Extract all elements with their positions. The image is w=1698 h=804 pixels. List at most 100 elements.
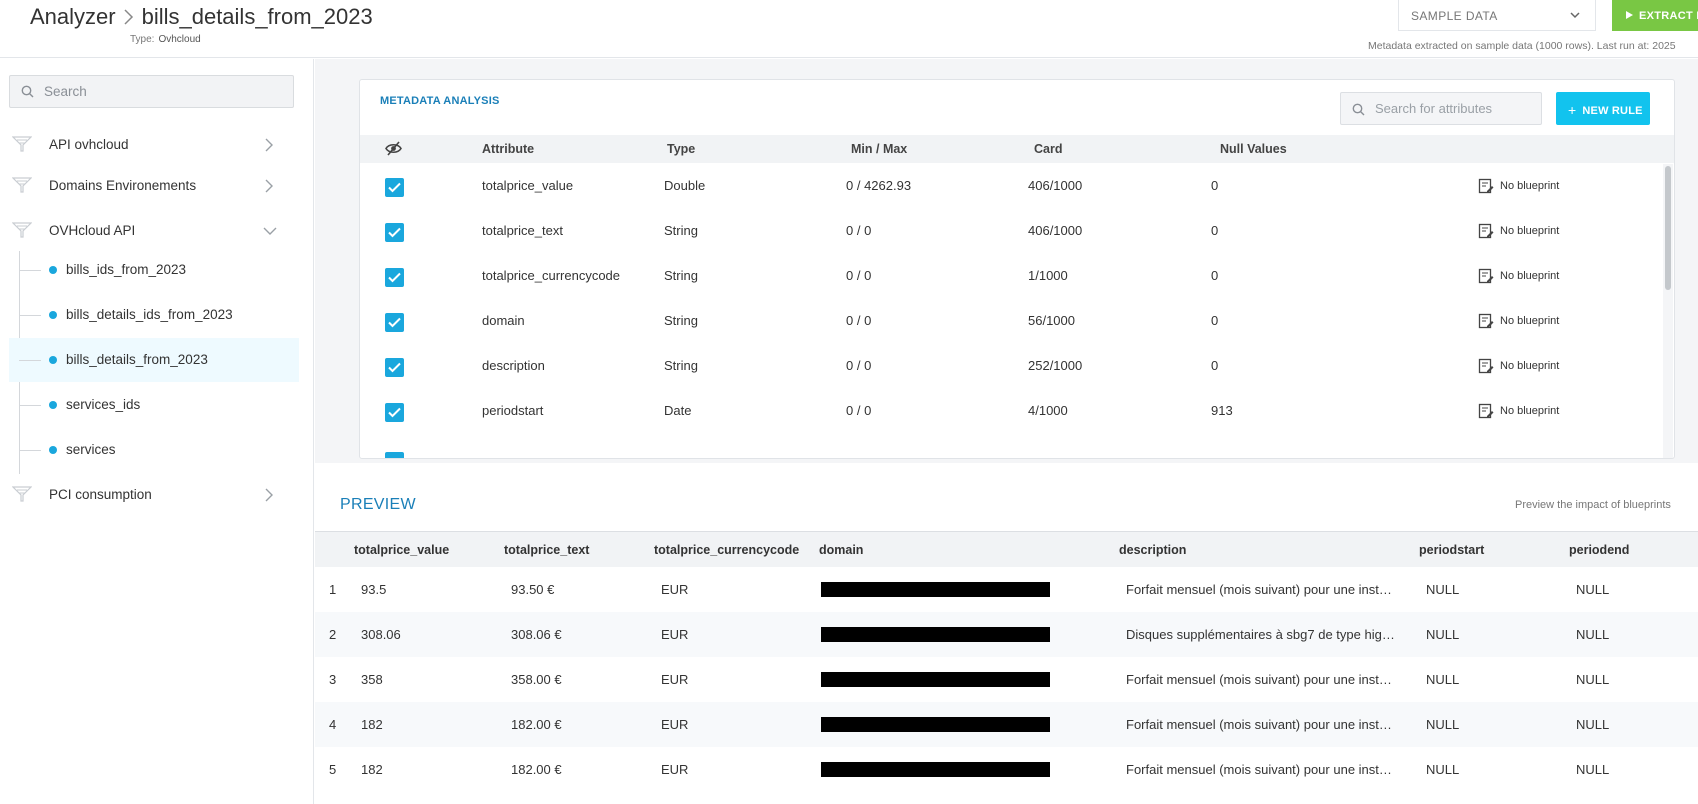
column-header-attribute[interactable]: Attribute [482, 142, 535, 156]
status-dot [49, 356, 57, 364]
blueprint-link[interactable]: No blueprint [1478, 403, 1559, 419]
attribute-minmax: 0 / 0 [846, 313, 872, 328]
table-row: totalprice_text String 0 / 0 406/1000 0 … [360, 209, 1656, 254]
attribute-checkbox[interactable] [385, 178, 404, 197]
column-header-type[interactable]: Type [667, 142, 696, 156]
blueprint-icon [1478, 313, 1494, 329]
sidebar-item-label: bills_details_from_2023 [66, 352, 208, 367]
sidebar-group-pci-consumption[interactable]: PCI consumption [0, 473, 314, 517]
status-dot [49, 401, 57, 409]
redacted-domain [821, 762, 1050, 777]
attribute-minmax: 0 / 4262.93 [846, 178, 912, 193]
blueprint-link[interactable]: No blueprint [1478, 223, 1559, 239]
column-header[interactable]: totalprice_value [354, 543, 450, 557]
column-header[interactable]: description [1119, 543, 1187, 557]
column-header-minmax[interactable]: Min / Max [851, 142, 908, 156]
metadata-info: Metadata extracted on sample data (1000 … [1368, 40, 1676, 52]
dataset-type: Type: Ovhcloud [130, 34, 201, 45]
dataset-icon [11, 176, 33, 199]
blueprint-link[interactable]: No blueprint [1478, 268, 1559, 284]
blueprint-icon [1478, 268, 1494, 284]
search-icon [1352, 103, 1365, 121]
column-header[interactable]: totalprice_currencycode [654, 543, 800, 557]
eye-off-icon[interactable] [385, 140, 402, 162]
table-row: 2 308.06 308.06 € EUR Disques supplément… [315, 612, 1698, 657]
breadcrumb-root[interactable]: Analyzer [30, 4, 116, 29]
column-header[interactable]: periodend [1569, 543, 1630, 557]
cell-periodstart: NULL [1426, 672, 1460, 687]
chevron-right-icon [122, 6, 136, 28]
attribute-search-input[interactable] [1375, 93, 1535, 124]
table-row: periodstart Date 0 / 0 4/1000 913 No blu… [360, 389, 1656, 434]
page-title: bills_details_from_2023 [141, 4, 373, 29]
table-row: description String 0 / 0 252/1000 0 No b… [360, 344, 1656, 389]
column-header-card[interactable]: Card [1034, 142, 1063, 156]
sidebar-group-domains[interactable]: Domains Environements [0, 164, 314, 208]
blueprint-link[interactable]: No blueprint [1478, 313, 1559, 329]
cell-value: 308.06 [361, 627, 401, 642]
table-row: 1 93.5 93.50 € EUR Forfait mensuel (mois… [315, 567, 1698, 612]
cell-periodstart: NULL [1426, 582, 1460, 597]
attribute-card: 1/1000 [1028, 268, 1068, 283]
attribute-checkbox[interactable] [385, 223, 404, 242]
metadata-title: METADATA ANALYSIS [380, 95, 500, 107]
sidebar-item-services[interactable]: services [9, 428, 299, 472]
attribute-checkbox[interactable] [385, 403, 404, 422]
status-dot [49, 266, 57, 274]
attribute-checkbox[interactable] [385, 268, 404, 287]
attribute-checkbox[interactable] [385, 452, 404, 458]
sidebar-group-ovhcloud-api[interactable]: OVHcloud API [0, 209, 314, 253]
attribute-name: description [482, 358, 545, 373]
attribute-search [1340, 92, 1542, 125]
sidebar-search-input[interactable] [44, 76, 284, 107]
attribute-checkbox[interactable] [385, 313, 404, 332]
play-icon [1626, 11, 1633, 19]
cell-value: 358 [361, 672, 383, 687]
sidebar-item-bills-details-ids[interactable]: bills_details_ids_from_2023 [9, 293, 299, 337]
breadcrumb: Analyzer bills_details_from_2023 [30, 4, 373, 30]
cell-description: Forfait mensuel (mois suivant) pour une … [1126, 717, 1398, 732]
column-header[interactable]: totalprice_text [504, 543, 590, 557]
sidebar-group-label: OVHcloud API [49, 223, 136, 238]
sidebar-item-bills-ids[interactable]: bills_ids_from_2023 [9, 248, 299, 292]
sidebar-group-api-ovhcloud[interactable]: API ovhcloud [0, 123, 314, 167]
blueprint-icon [1478, 223, 1494, 239]
blueprint-link[interactable]: No blueprint [1478, 358, 1559, 374]
sidebar-item-services-ids[interactable]: services_ids [9, 383, 299, 427]
column-header[interactable]: domain [819, 543, 864, 557]
table-row: 4 182 182.00 € EUR Forfait mensuel (mois… [315, 702, 1698, 747]
new-rule-button[interactable]: + NEW RULE [1556, 92, 1650, 125]
plus-icon: + [1568, 102, 1577, 118]
cell-periodend: NULL [1576, 582, 1610, 597]
attribute-nulls: 0 [1211, 358, 1219, 373]
column-header[interactable]: periodstart [1419, 543, 1485, 557]
attribute-name: totalprice_text [482, 223, 563, 238]
attribute-nulls: 0 [1211, 268, 1219, 283]
scrollbar-thumb[interactable] [1665, 166, 1671, 290]
extract-label: EXTRACT M [1639, 10, 1698, 22]
row-number: 4 [329, 717, 337, 732]
blueprint-link[interactable]: No blueprint [1478, 178, 1559, 194]
metadata-scrollbar[interactable] [1663, 164, 1673, 458]
redacted-domain [821, 627, 1050, 642]
preview-impact-toggle[interactable]: Preview the impact of blueprints [1515, 499, 1671, 511]
attribute-nulls: 0 [1211, 223, 1219, 238]
sidebar-item-bills-details[interactable]: bills_details_from_2023 [9, 338, 299, 382]
attribute-minmax: 0 / 0 [846, 223, 872, 238]
status-dot [49, 311, 57, 319]
redacted-domain [821, 717, 1050, 732]
extract-metadata-button[interactable]: EXTRACT M [1612, 0, 1698, 31]
attribute-type: Double [664, 178, 706, 193]
sample-data-select[interactable]: SAMPLE DATA [1398, 0, 1596, 31]
cell-text: 308.06 € [511, 627, 562, 642]
cell-description: Forfait mensuel (mois suivant) pour une … [1126, 672, 1398, 687]
table-row: totalprice_currencycode String 0 / 0 1/1… [360, 254, 1656, 299]
attribute-checkbox[interactable] [385, 358, 404, 377]
sidebar-group-label: Domains Environements [49, 178, 197, 193]
blueprint-icon [1478, 403, 1494, 419]
cell-currency: EUR [661, 717, 689, 732]
attribute-minmax: 0 / 0 [846, 358, 872, 373]
column-header-null-values[interactable]: Null Values [1220, 142, 1287, 156]
blueprint-label: No blueprint [1500, 180, 1560, 192]
cell-text: 93.50 € [511, 582, 555, 597]
